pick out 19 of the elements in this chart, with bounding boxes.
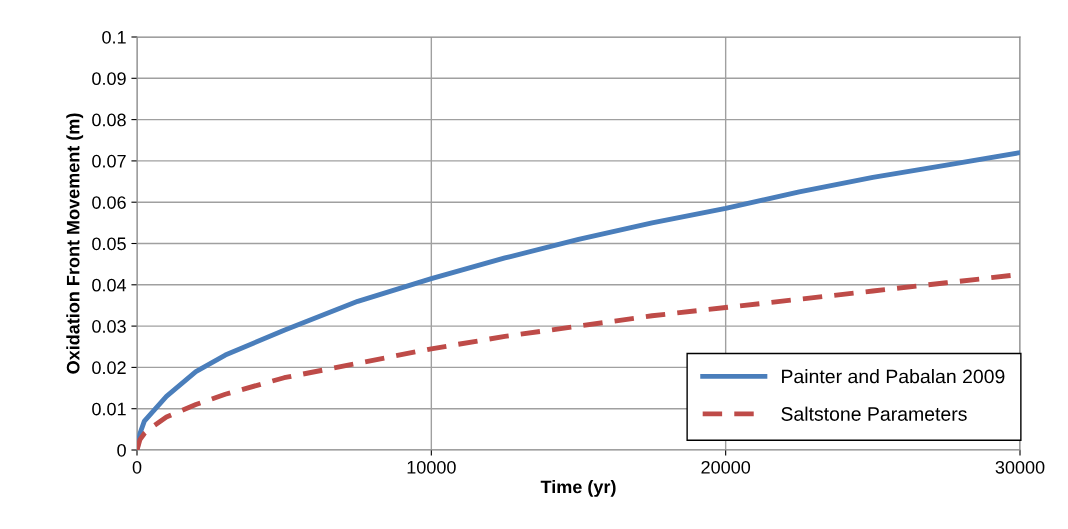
y-tick-label: 0 (117, 443, 126, 457)
x-tick-label: 0 (132, 460, 142, 474)
legend-label: Painter and Pabalan 2009 (782, 369, 1005, 384)
y-tick-label: 0.09 (92, 72, 126, 86)
y-tick-label: 0.08 (92, 113, 126, 127)
y-tick-label: 0.04 (92, 278, 127, 292)
y-tick-label: 0.05 (92, 237, 126, 251)
y-tick-label: 0.07 (92, 154, 126, 168)
legend-label: Saltstone Parameters (781, 406, 967, 421)
x-tick-label: 10000 (407, 460, 456, 474)
y-tick-label: 0.01 (92, 402, 126, 416)
y-tick-label: 0.06 (92, 196, 126, 209)
x-tick-label: 30000 (995, 460, 1045, 474)
y-tick-label: 0.03 (92, 320, 126, 333)
y-tick-label: 0.02 (92, 361, 126, 375)
y-tick-label: 0.1 (102, 30, 126, 44)
x-tick-label: 20000 (701, 460, 751, 474)
x-axis-title: Time (yr) (540, 480, 616, 497)
y-axis-title: Oxidation Front Movement (m) (66, 113, 84, 374)
